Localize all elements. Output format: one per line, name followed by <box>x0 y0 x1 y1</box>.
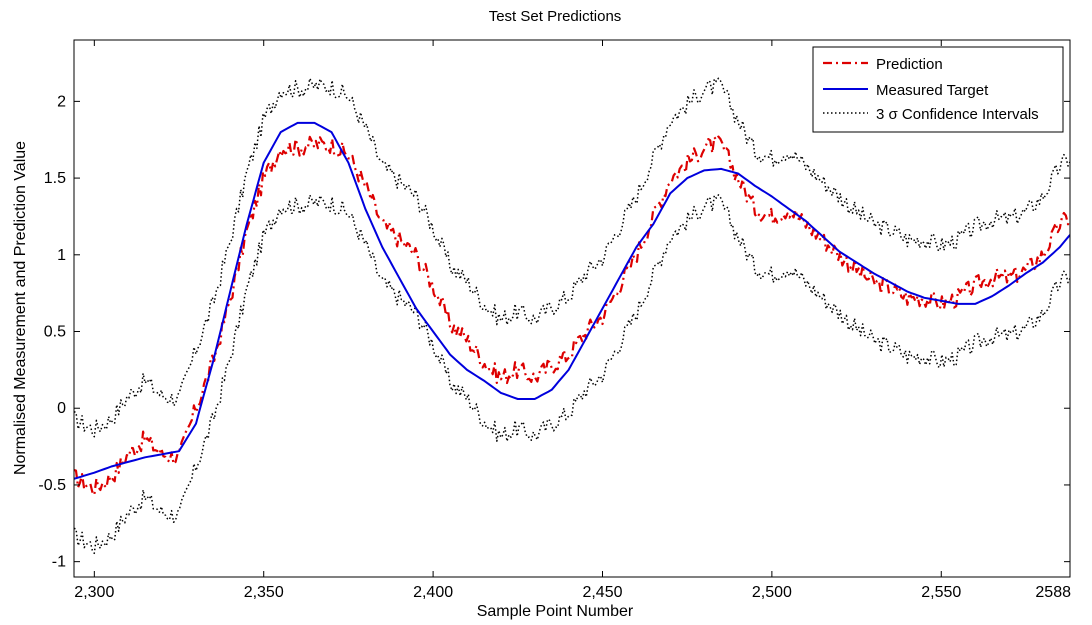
plot-area-frame <box>73 39 1071 578</box>
prediction-line <box>74 135 1070 497</box>
legend-label-measured-target: Measured Target <box>876 82 989 99</box>
y-axis-title: Normalised Measurement and Prediction Va… <box>12 141 29 475</box>
y-tick-label: 0.5 <box>44 324 66 341</box>
x-tick-label: 2,450 <box>582 584 622 601</box>
x-tick-label: 2,400 <box>413 584 453 601</box>
legend: Prediction Measured Target 3 σ Confidenc… <box>812 46 1064 133</box>
x-axis-title: Sample Point Number <box>477 603 634 620</box>
x-axis: 2,300 2,350 2,400 2,450 2,500 2,550 2588 <box>74 40 1071 601</box>
ci-lower-line <box>74 194 1070 555</box>
y-tick-label: -1 <box>52 554 66 571</box>
measured-target-line <box>74 121 1070 480</box>
chart-title: Test Set Predictions <box>489 8 622 25</box>
y-axis: -1 -0.5 0 0.5 1 1.5 2 <box>38 93 1070 571</box>
x-tick-label: 2,300 <box>74 584 114 601</box>
x-tick-label: 2,500 <box>752 584 792 601</box>
series-layer <box>74 77 1070 555</box>
y-tick-label: 2 <box>57 93 66 110</box>
legend-label-prediction: Prediction <box>876 56 943 73</box>
x-tick-label: 2588 <box>1035 584 1071 601</box>
x-tick-label: 2,350 <box>244 584 284 601</box>
y-tick-label: 1.5 <box>44 170 66 187</box>
y-tick-label: 0 <box>57 400 66 417</box>
y-tick-label: -0.5 <box>38 477 66 494</box>
legend-label-confidence-intervals: 3 σ Confidence Intervals <box>876 106 1039 123</box>
ci-upper-line <box>74 77 1070 438</box>
y-tick-label: 1 <box>57 247 66 264</box>
x-tick-label: 2,550 <box>921 584 961 601</box>
